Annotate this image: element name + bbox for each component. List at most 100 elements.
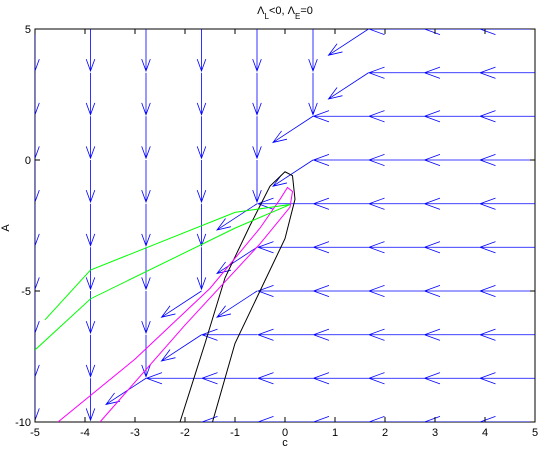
y-tick-label: 0 [25, 155, 31, 167]
arrow [141, 72, 151, 116]
arrow [327, 29, 369, 56]
arrow [478, 153, 535, 167]
arrow [423, 153, 480, 167]
title-part: <0, Λ [269, 5, 296, 17]
arrow [367, 372, 424, 385]
arrow [312, 241, 369, 254]
arrow [478, 197, 535, 210]
arrow [308, 29, 318, 73]
arrow [35, 334, 40, 378]
arrow [145, 372, 202, 385]
arrow [367, 66, 424, 79]
x-tick-label: -4 [80, 427, 90, 439]
arrow [367, 110, 424, 123]
arrow [141, 29, 151, 73]
arrow [312, 328, 369, 341]
arrow [85, 29, 96, 73]
arrow [312, 110, 369, 123]
title-part: =0 [300, 5, 313, 17]
arrow [252, 160, 262, 204]
arrow [367, 197, 424, 210]
arrow [423, 197, 480, 210]
arrow [478, 328, 535, 341]
arrow [200, 415, 257, 422]
curve [35, 204, 291, 351]
arrow [423, 328, 480, 341]
plot-layer [35, 29, 535, 452]
arrow [196, 203, 207, 247]
y-axis-label: A [0, 224, 12, 232]
arrow [196, 160, 207, 204]
arrow [216, 290, 258, 318]
arrow [312, 372, 369, 385]
arrow [478, 284, 535, 298]
arrow [423, 29, 480, 36]
arrow [85, 247, 96, 291]
arrow [196, 29, 207, 73]
arrow [35, 203, 40, 247]
x-tick-label: 2 [382, 427, 388, 439]
arrow [160, 334, 202, 362]
arrow [367, 415, 424, 422]
x-tick-label: -5 [30, 427, 40, 439]
arrow [367, 284, 424, 298]
arrow [252, 72, 262, 116]
arrow [256, 284, 313, 298]
arrow [423, 110, 480, 123]
arrow [141, 291, 151, 335]
title-part: L [265, 12, 270, 21]
arrow [423, 284, 480, 298]
arrow [141, 334, 151, 378]
arrow [252, 116, 262, 160]
x-tick-label: 1 [332, 427, 338, 439]
arrow [256, 372, 313, 385]
arrow [105, 377, 147, 406]
x-tick-label: 4 [482, 427, 488, 439]
arrow [478, 372, 535, 385]
x-tick-label: 0 [282, 427, 288, 439]
arrow [200, 328, 257, 341]
x-tick-label: 3 [432, 427, 438, 439]
arrow [256, 241, 313, 254]
arrow [252, 29, 262, 73]
x-tick-label: 5 [532, 427, 538, 439]
y-tick-label: -5 [21, 286, 31, 298]
arrow [142, 422, 151, 452]
arrow [478, 29, 535, 36]
arrow [141, 203, 151, 247]
arrow [256, 415, 313, 422]
arrow [478, 415, 535, 422]
arrow [85, 378, 96, 422]
arrow [35, 72, 40, 116]
arrow [85, 203, 96, 247]
arrow [141, 116, 151, 160]
arrow [160, 290, 202, 318]
arrow [35, 378, 40, 422]
arrow [35, 160, 40, 204]
arrow [85, 116, 96, 160]
arrow [216, 246, 258, 275]
y-tick-label: -10 [15, 417, 31, 429]
arrow [196, 72, 207, 116]
x-axis-label: c [282, 437, 288, 449]
arrow [85, 72, 96, 116]
arrow [367, 328, 424, 341]
curve [179, 171, 296, 422]
arrow [141, 160, 151, 204]
arrow [196, 116, 207, 160]
curve [57, 186, 294, 422]
arrow [85, 334, 96, 378]
arrow [423, 241, 480, 254]
arrow [478, 110, 535, 123]
arrow [256, 328, 313, 341]
x-tick-label: -1 [230, 427, 240, 439]
arrow [423, 415, 480, 422]
title-part: E [295, 12, 300, 21]
arrow [312, 415, 369, 422]
arrow [272, 115, 314, 144]
arrow [367, 241, 424, 254]
arrow [478, 66, 535, 79]
arrow [35, 29, 40, 73]
arrow [312, 197, 369, 210]
arrow [196, 247, 207, 291]
